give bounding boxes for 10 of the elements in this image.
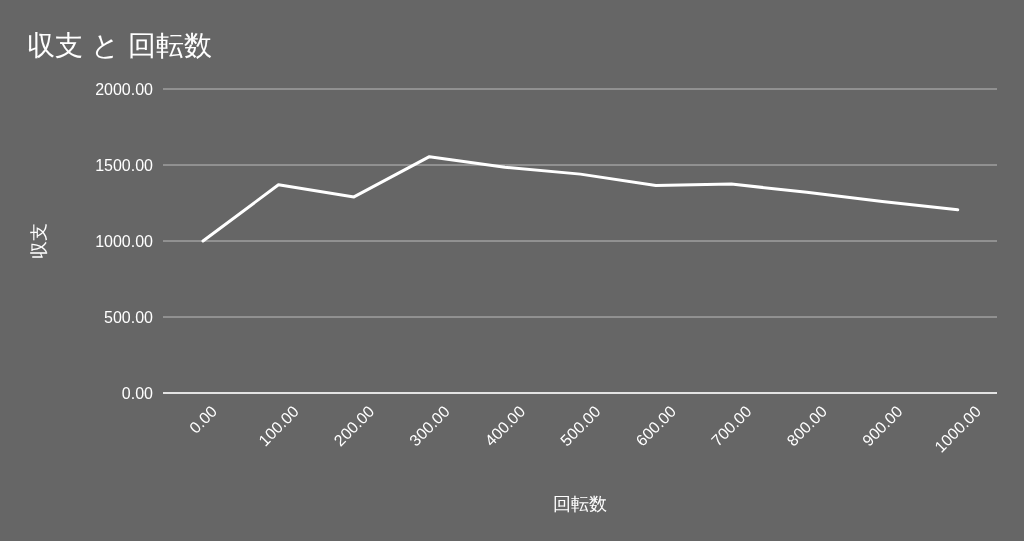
y-axis-title: 収支 <box>29 223 49 259</box>
y-tick-label: 500.00 <box>104 308 154 326</box>
line-series <box>201 155 960 243</box>
y-tick-label: 1000.00 <box>95 232 154 250</box>
y-tick-label: 2000.00 <box>95 80 154 98</box>
y-tick-label: 0.00 <box>121 384 154 402</box>
chart-title: 収支 と 回転数 <box>27 30 212 61</box>
x-tick-label: 0.00 <box>186 402 221 437</box>
x-axis-title: 回転数 <box>553 494 607 514</box>
y-tick-label: 1500.00 <box>95 156 154 174</box>
